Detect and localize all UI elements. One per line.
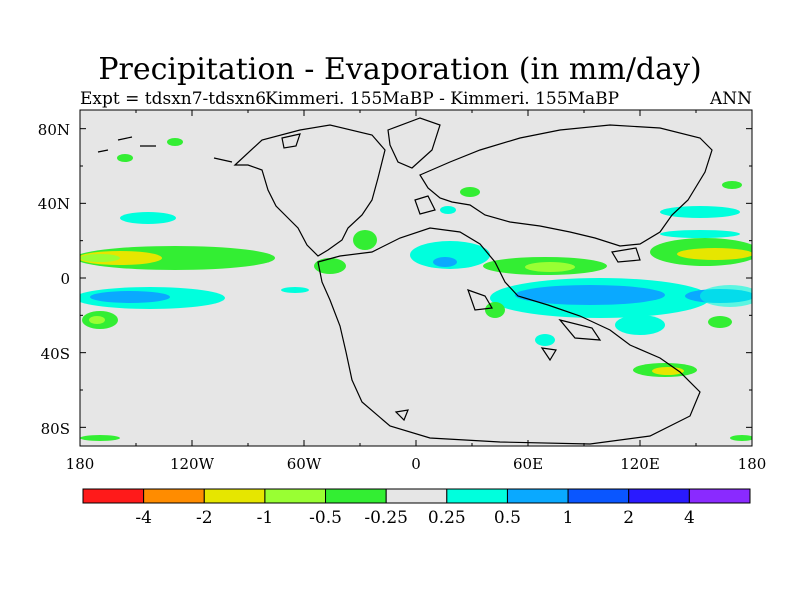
colorbar-swatch [143, 488, 205, 504]
contour-region [80, 435, 120, 441]
coastline [419, 124, 713, 247]
contour-region [314, 258, 346, 274]
contour-region [167, 138, 183, 146]
lon-label-180e: 180 [737, 455, 767, 473]
contour-region [660, 230, 740, 238]
colorbar-label: 4 [683, 508, 695, 528]
contour-region [117, 154, 133, 162]
contour-region [700, 285, 752, 307]
lat-label-80s: 80S [40, 420, 70, 438]
comparison-label: Kimmeri. 155MaBP - Kimmeri. 155MaBP [265, 89, 620, 109]
contour-region [525, 262, 575, 272]
coastline [394, 409, 409, 422]
contour-region [80, 254, 120, 262]
coastline [558, 318, 602, 341]
colorbar-swatch [203, 488, 266, 504]
colorbar-swatch [325, 488, 387, 504]
contour-region [120, 212, 176, 224]
season-label: ANN [709, 89, 752, 109]
coastline [414, 195, 436, 215]
contour-region [708, 316, 732, 328]
colorbar-label: -2 [195, 508, 213, 528]
coastline [387, 117, 441, 169]
coastline [97, 136, 233, 163]
contour-region [615, 315, 665, 335]
coastline [233, 124, 386, 257]
contour-region [410, 241, 490, 269]
contour-fills [80, 138, 752, 441]
lat-label-80n: 80N [37, 121, 70, 139]
lon-label-180w: 180 [65, 455, 95, 473]
contour-region [440, 206, 456, 214]
experiment-label: Expt = tdsxn7-tdsxn6 [80, 89, 267, 109]
coastline [281, 133, 301, 149]
chart-title: Precipitation - Evaporation (in mm/day) [98, 52, 702, 87]
contour-region [353, 230, 377, 250]
colorbar-swatch [628, 488, 690, 504]
coastline [540, 347, 557, 362]
contour-region [722, 181, 742, 189]
colorbar-label: 2 [623, 508, 635, 528]
colorbar-swatch [82, 488, 145, 504]
colorbar-swatch [506, 488, 569, 504]
colorbar [82, 488, 751, 504]
contour-region [730, 435, 752, 441]
contour-region [281, 287, 309, 293]
lon-label-60w: 60W [286, 455, 322, 473]
lon-label-120w: 120W [169, 455, 215, 473]
axis-ticks [79, 110, 753, 446]
colorbar-label: 1 [562, 508, 574, 528]
lon-label-60e: 60E [512, 455, 544, 473]
colorbar-swatch [446, 488, 508, 504]
contour-region [535, 334, 555, 346]
contour-region [515, 285, 665, 305]
colorbar-label: 0.5 [493, 508, 521, 528]
lat-label-0: 0 [60, 270, 70, 288]
contour-region [485, 302, 505, 318]
lon-label-120e: 120E [620, 455, 660, 473]
coastline [611, 247, 641, 263]
contour-region [460, 187, 480, 197]
map-background [80, 110, 752, 446]
contour-region [90, 291, 170, 303]
colorbar-swatch [567, 488, 630, 504]
colorbar-label: -1 [256, 508, 274, 528]
lon-label-0: 0 [411, 455, 421, 473]
colorbar-swatch [385, 488, 448, 504]
colorbar-label: -4 [135, 508, 152, 528]
colorbar-swatch [264, 488, 327, 504]
lat-label-40s: 40S [40, 345, 70, 363]
contour-region [89, 316, 105, 324]
lat-label-40n: 40N [37, 195, 70, 213]
colorbar-label: -0.5 [309, 508, 342, 528]
contour-region [433, 257, 457, 267]
contour-region [660, 206, 740, 218]
coastline [317, 227, 701, 445]
coastlines [97, 117, 713, 445]
colorbar-label: -0.25 [364, 508, 408, 528]
coastline [467, 289, 493, 311]
colorbar-label: 0.25 [427, 508, 466, 528]
contour-region [677, 248, 752, 260]
colorbar-swatch [688, 488, 751, 504]
